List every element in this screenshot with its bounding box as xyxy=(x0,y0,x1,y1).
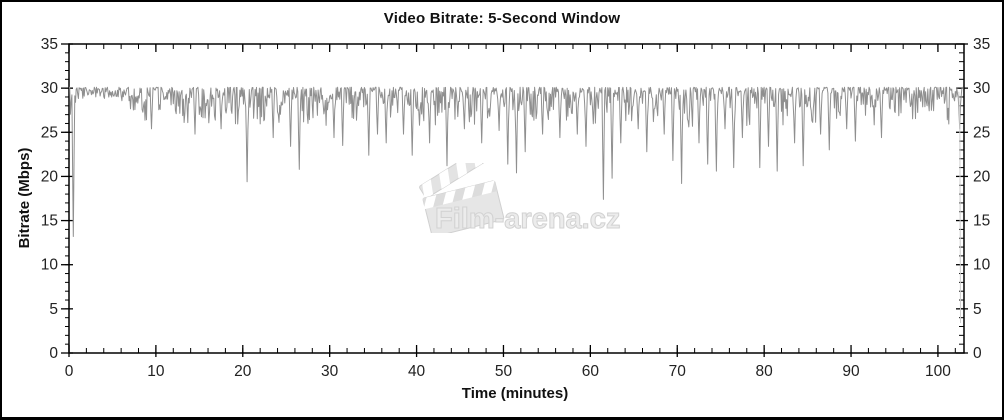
tick-label: 15 xyxy=(973,213,990,230)
tick-label: 20 xyxy=(234,363,252,380)
tick-label: 0 xyxy=(973,345,982,362)
tick-label: 30 xyxy=(41,80,59,97)
tick-label: 100 xyxy=(925,363,951,380)
tick-label: 10 xyxy=(41,257,59,274)
tick-label: 60 xyxy=(582,363,600,380)
tick-label: 80 xyxy=(756,363,774,380)
tick-label: 20 xyxy=(41,168,59,185)
tick-label: 15 xyxy=(41,213,58,230)
chart-title: Video Bitrate: 5-Second Window xyxy=(383,10,621,27)
tick-label: 0 xyxy=(49,345,58,362)
tick-label: 35 xyxy=(973,36,990,53)
tick-label: 10 xyxy=(973,257,991,274)
tick-label: 70 xyxy=(669,363,687,380)
tick-label: 50 xyxy=(495,363,513,380)
tick-label: 90 xyxy=(842,363,860,380)
tick-label: 10 xyxy=(147,363,165,380)
plot-frame xyxy=(68,43,965,354)
end-of-stream-drop-line xyxy=(958,91,961,324)
tick-label: 35 xyxy=(41,36,58,53)
tick-label: 25 xyxy=(973,124,990,141)
tick-label: 5 xyxy=(49,301,58,318)
tick-label: 30 xyxy=(321,363,339,380)
bitrate-trace xyxy=(68,86,964,237)
tick-label: 25 xyxy=(41,124,58,141)
tick-label: 20 xyxy=(973,168,991,185)
x-axis-title: Time (minutes) xyxy=(461,385,569,402)
tick-label: 0 xyxy=(65,363,74,380)
tick-label: 5 xyxy=(973,301,982,318)
tick-label: 30 xyxy=(973,80,991,97)
tick-label: 40 xyxy=(408,363,426,380)
